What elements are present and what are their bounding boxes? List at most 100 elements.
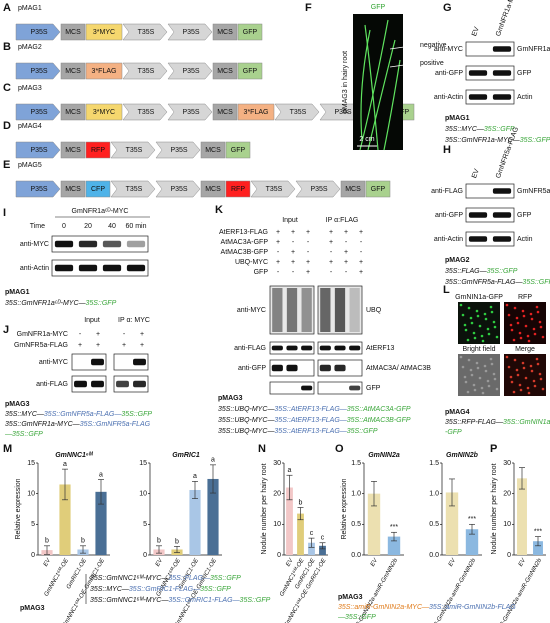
cell — [484, 317, 488, 321]
element-label: 3*MYC — [93, 29, 115, 36]
element-label: T35S — [266, 186, 283, 193]
sign: + — [291, 229, 295, 236]
error-bar — [449, 478, 455, 507]
blot — [51, 259, 149, 277]
target-label: AtMAC3A/ AtMAC3B — [366, 365, 431, 372]
x-tick-label: EV — [518, 557, 528, 568]
antibody-label: anti-Actin — [20, 265, 49, 272]
target-label: GFP — [517, 70, 532, 77]
element-box — [212, 23, 238, 41]
band — [286, 364, 298, 372]
cell — [492, 372, 496, 376]
band — [91, 358, 104, 366]
antibody-label: anti-Actin — [434, 236, 463, 243]
antibody-label: anti-FLAG — [234, 345, 266, 352]
caption-segment: 35S::GFP — [522, 279, 550, 286]
sign: + — [291, 249, 295, 256]
cell — [510, 380, 514, 384]
promoter-arrow — [274, 103, 320, 121]
error-bar — [319, 542, 326, 550]
element-box — [212, 62, 238, 80]
construct-name: pMAG1 — [18, 5, 42, 12]
y-tick-label: 0.5 — [429, 521, 439, 528]
error-bar — [98, 479, 104, 505]
vector-name: pMAG3 — [5, 401, 30, 408]
cell — [467, 358, 471, 362]
caption-segment: 35S::GFP — [520, 137, 550, 144]
y-tick-label: 15 — [139, 460, 147, 467]
panel-letter: E — [3, 159, 10, 171]
condition-label: AtERF13-FLAG — [219, 229, 268, 236]
caption-segment: 35S::GFP — [240, 597, 271, 604]
element-label: 3*MYC — [93, 109, 115, 116]
cell — [493, 325, 497, 329]
cell — [524, 324, 528, 328]
sign: + — [359, 269, 363, 276]
cell — [484, 369, 488, 373]
cell — [541, 387, 545, 391]
significance-label: c — [321, 535, 325, 542]
y-tick-label: 0 — [277, 552, 281, 559]
caption-segment: 35S::GmNNC1⁶ᴹ-MYC— — [90, 597, 169, 604]
column-label: EV — [471, 168, 481, 179]
sign: + — [359, 229, 363, 236]
antibody-label: anti-FLAG — [36, 381, 68, 388]
blot — [51, 235, 149, 253]
y-axis-label: Relative expression — [341, 478, 348, 539]
cell — [518, 383, 522, 387]
promoter-arrow — [15, 23, 61, 41]
band — [286, 345, 298, 351]
significance-label: *** — [468, 516, 476, 523]
cell — [472, 383, 476, 387]
blot — [465, 41, 515, 57]
element-label: T35S — [138, 109, 155, 116]
antibody-label: anti-GFP — [435, 212, 463, 219]
sign: + — [359, 259, 363, 266]
band — [492, 212, 512, 218]
panel-letter: P — [490, 443, 497, 455]
error-bar — [210, 464, 216, 494]
y-tick-label: 30 — [273, 460, 281, 467]
vector-name: pMAG3 — [218, 395, 243, 402]
element-label: P35S — [30, 109, 47, 116]
pointer-label: negative — [420, 42, 447, 49]
sign: - — [330, 269, 333, 276]
caption-segment: —35S::GFP — [337, 614, 376, 621]
caption-segment: —35S::GFP — [4, 431, 43, 438]
element-label: 3*FLAG — [92, 68, 117, 75]
significance-label: *** — [390, 524, 398, 531]
significance-label: c — [310, 530, 314, 537]
element-label: T35S — [126, 186, 143, 193]
panel-letter: L — [443, 284, 450, 296]
caption-segment: 35S::GmNFR1a-MYC— — [445, 137, 521, 144]
image-title: GmNIN1a-GFP — [455, 294, 503, 301]
image-title: RFP — [518, 294, 532, 301]
caption-segment: 35S::GmRIC1-FLAG— — [168, 597, 240, 604]
blot — [465, 65, 515, 81]
band — [349, 385, 361, 391]
element-label: P35S — [334, 109, 351, 116]
element-label: P35S — [30, 147, 47, 154]
cell — [530, 369, 534, 373]
sign: + — [329, 239, 333, 246]
smear — [349, 288, 360, 332]
element-label: T35S — [290, 109, 307, 116]
element-label: MCS — [217, 68, 233, 75]
promoter-arrow — [155, 141, 201, 159]
band — [468, 236, 488, 242]
element-label: P35S — [182, 29, 199, 36]
y-tick-label: 0 — [507, 552, 511, 559]
construct-name: pMAG3 — [18, 85, 42, 92]
cell — [521, 361, 525, 365]
sign: + — [78, 342, 82, 349]
panel-letter: A — [3, 2, 11, 14]
caption-line: -GFP — [445, 429, 462, 436]
sign: + — [276, 259, 280, 266]
pointer — [389, 62, 419, 68]
cell — [490, 362, 494, 366]
caption-segment: 35S::GmNFR5a-FLAG— — [445, 279, 523, 286]
significance-label: b — [157, 538, 161, 545]
vector-name: pMAG3 — [20, 605, 45, 612]
caption-segment: 35S::GmNFR1a-MYC— — [5, 421, 81, 428]
bar — [286, 487, 293, 555]
